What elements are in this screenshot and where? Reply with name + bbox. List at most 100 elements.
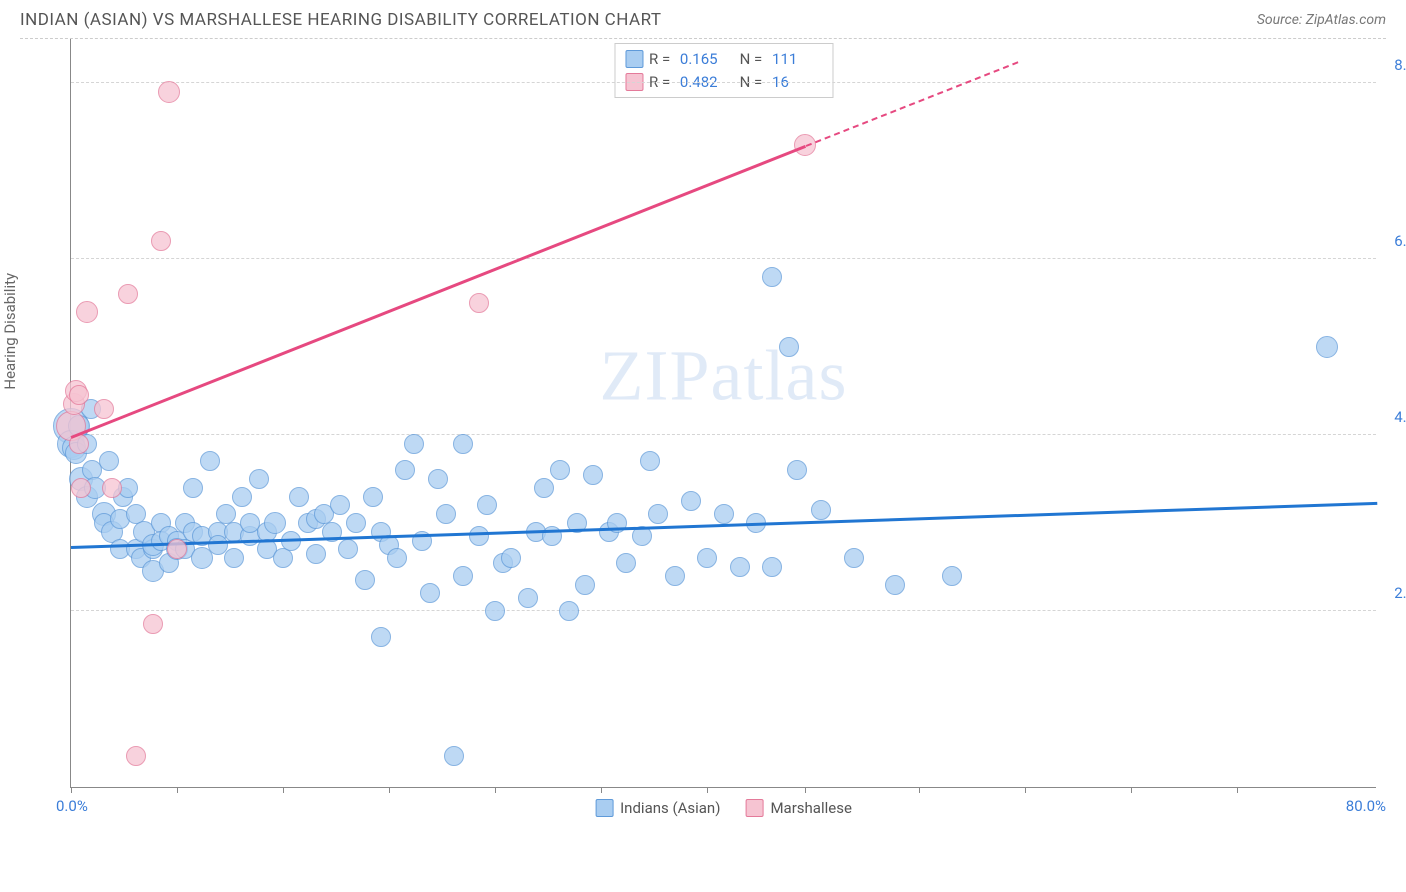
data-point	[126, 746, 146, 766]
gridline	[71, 82, 1376, 83]
y-tick-label: 6.0%	[1381, 232, 1406, 250]
data-point	[501, 548, 521, 568]
data-point	[273, 548, 293, 568]
x-tick	[805, 787, 806, 793]
data-point	[330, 495, 350, 515]
data-point	[338, 539, 358, 559]
y-tick-label: 8.0%	[1381, 56, 1406, 74]
data-point	[118, 284, 138, 304]
x-tick	[601, 787, 602, 793]
data-point	[469, 526, 489, 546]
data-point	[420, 583, 440, 603]
trend-line	[71, 145, 807, 438]
data-point	[885, 575, 905, 595]
data-point	[363, 487, 383, 507]
x-tick	[283, 787, 284, 793]
data-point	[779, 337, 799, 357]
gridline	[71, 610, 1376, 611]
data-point	[151, 231, 171, 251]
stats-row: R = 0.165 N = 111	[625, 48, 822, 71]
data-point	[71, 478, 91, 498]
x-tick	[495, 787, 496, 793]
x-tick	[71, 787, 72, 793]
data-point	[787, 460, 807, 480]
x-axis-max-label: 80.0%	[1346, 797, 1386, 815]
data-point	[550, 460, 570, 480]
x-tick	[1237, 787, 1238, 793]
y-axis-label: Hearing Disability	[1, 272, 19, 389]
chart-container: Hearing Disability ZIPatlas R = 0.165 N …	[20, 38, 1386, 838]
data-point	[224, 548, 244, 568]
data-point	[289, 487, 309, 507]
legend-item: Marshallese	[745, 799, 851, 817]
legend-swatch	[745, 799, 763, 817]
data-point	[183, 478, 203, 498]
x-axis-min-label: 0.0%	[56, 797, 88, 815]
data-point	[444, 746, 464, 766]
legend-swatch	[595, 799, 613, 817]
legend-label: Indians (Asian)	[620, 799, 720, 817]
n-value: 111	[772, 48, 822, 71]
y-tick-label: 4.0%	[1381, 408, 1406, 426]
data-point	[518, 588, 538, 608]
data-point	[355, 570, 375, 590]
data-point	[453, 434, 473, 454]
data-point	[648, 504, 668, 524]
data-point	[428, 469, 448, 489]
trend-line	[805, 61, 1018, 147]
data-point	[264, 512, 286, 534]
x-tick	[1131, 787, 1132, 793]
data-point	[697, 548, 717, 568]
data-point	[387, 548, 407, 568]
legend-label: Marshallese	[770, 799, 851, 817]
legend-swatch	[625, 50, 643, 68]
x-tick	[177, 787, 178, 793]
data-point	[714, 504, 734, 524]
data-point	[534, 478, 554, 498]
data-point	[436, 504, 456, 524]
data-point	[811, 500, 831, 520]
data-point	[477, 495, 497, 515]
data-point	[371, 627, 391, 647]
source-label: Source: ZipAtlas.com	[1257, 12, 1386, 28]
data-point	[616, 553, 636, 573]
data-point	[346, 513, 366, 533]
data-point	[844, 548, 864, 568]
data-point	[167, 539, 187, 559]
data-point	[69, 385, 89, 405]
data-point	[640, 451, 660, 471]
x-tick	[389, 787, 390, 793]
data-point	[395, 460, 415, 480]
x-tick	[1025, 787, 1026, 793]
data-point	[232, 487, 252, 507]
data-point	[559, 601, 579, 621]
data-point	[94, 399, 114, 419]
data-point	[762, 267, 782, 287]
data-point	[200, 451, 220, 471]
data-point	[681, 491, 701, 511]
r-label: R =	[649, 48, 674, 71]
data-point	[249, 469, 269, 489]
r-value: 0.165	[680, 48, 730, 71]
watermark: ZIPatlas	[600, 334, 848, 417]
data-point	[730, 557, 750, 577]
plot-area: ZIPatlas R = 0.165 N = 111R = 0.482 N = …	[70, 39, 1376, 788]
x-tick	[707, 787, 708, 793]
data-point	[99, 451, 119, 471]
data-point	[583, 465, 603, 485]
data-point	[306, 544, 326, 564]
data-point	[665, 566, 685, 586]
series-legend: Indians (Asian) Marshallese	[595, 799, 852, 817]
data-point	[469, 293, 489, 313]
data-point	[102, 478, 122, 498]
n-label: N =	[736, 48, 766, 71]
data-point	[762, 557, 782, 577]
legend-item: Indians (Asian)	[595, 799, 720, 817]
x-tick	[919, 787, 920, 793]
data-point	[575, 575, 595, 595]
data-point	[143, 614, 163, 634]
gridline	[71, 434, 1376, 435]
data-point	[453, 566, 473, 586]
data-point	[942, 566, 962, 586]
data-point	[404, 434, 424, 454]
